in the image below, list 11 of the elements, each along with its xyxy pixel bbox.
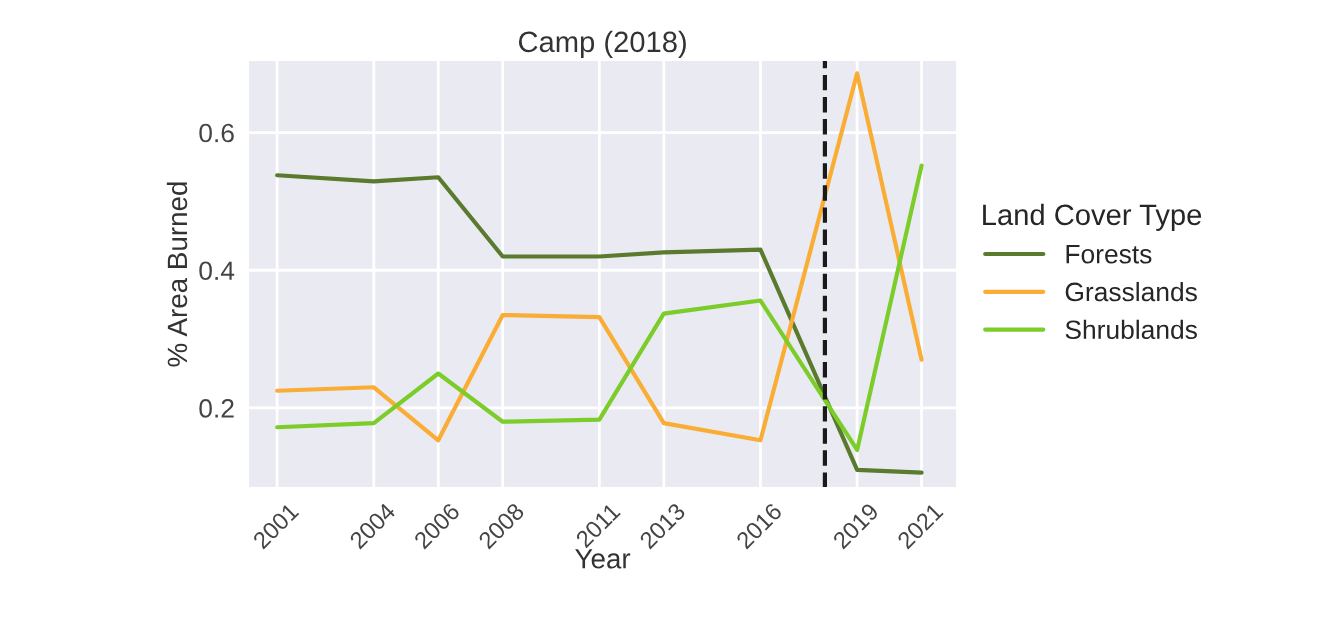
legend-label: Shrublands [1065,319,1197,340]
y-axis-title: % Area Burned [166,182,188,367]
y-tick-label: 0.4 [199,261,235,281]
chart-title: Camp (2018) [518,30,686,58]
line-series [275,71,924,443]
legend-label: Forests [1066,245,1152,264]
y-tick-label: 0.6 [199,123,234,143]
legend-title: Land Cover Type [983,203,1202,231]
legend-label: Grasslands [1065,281,1197,302]
y-tick-label: 0.2 [199,399,234,418]
x-axis-title: Year [575,549,631,569]
